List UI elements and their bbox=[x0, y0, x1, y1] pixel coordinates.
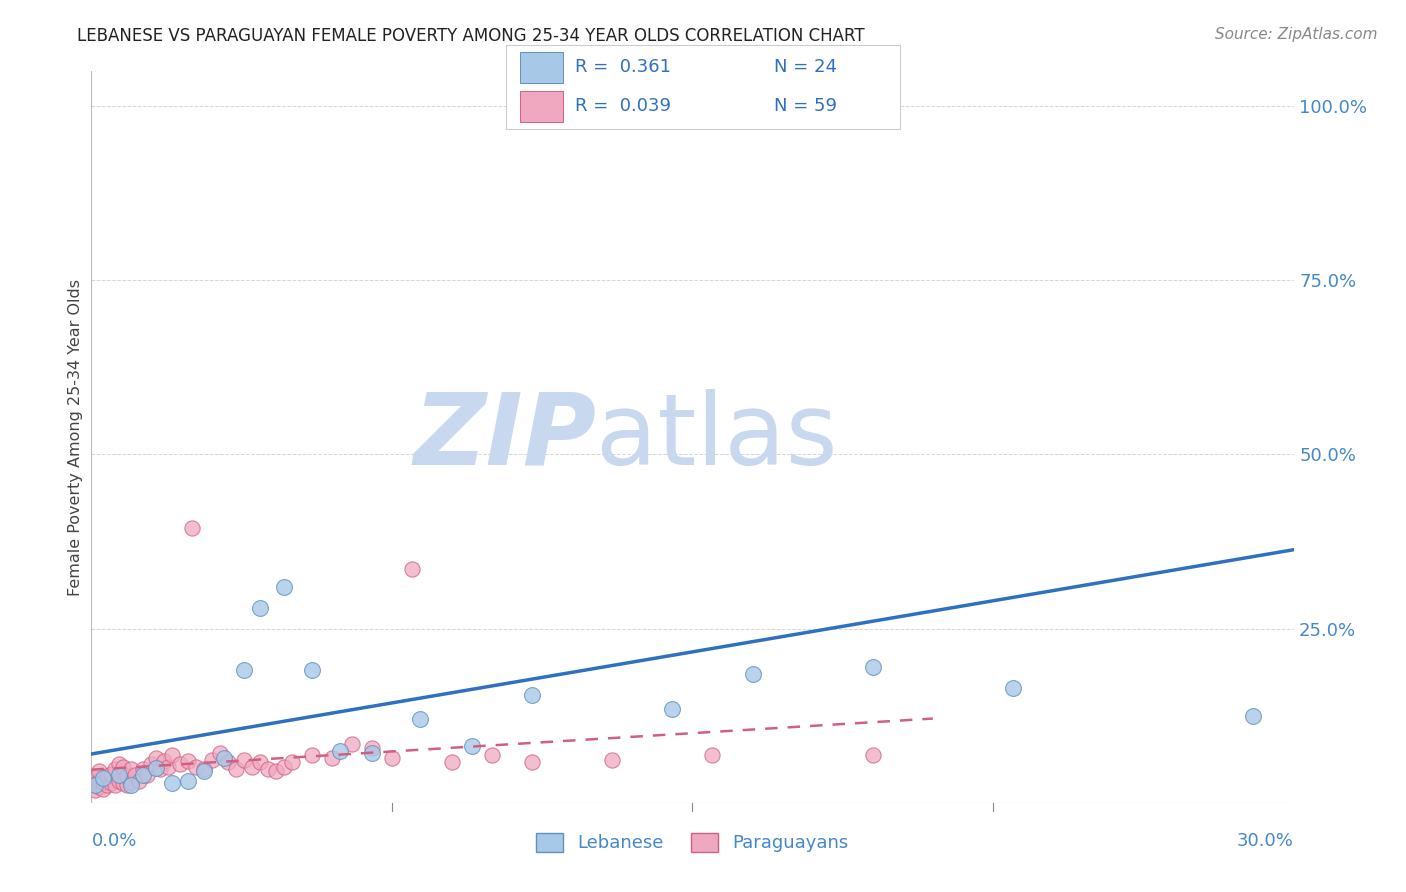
Text: N = 24: N = 24 bbox=[773, 59, 837, 77]
Point bbox=[160, 776, 183, 790]
Point bbox=[152, 754, 174, 768]
Point bbox=[212, 750, 235, 764]
Point bbox=[160, 748, 183, 763]
Point bbox=[461, 739, 484, 753]
Point bbox=[108, 757, 131, 772]
Point bbox=[249, 756, 271, 770]
Point bbox=[104, 763, 127, 777]
Point bbox=[117, 778, 139, 792]
Point bbox=[273, 759, 295, 773]
Point bbox=[240, 759, 263, 773]
Point bbox=[93, 775, 115, 789]
Point bbox=[193, 763, 215, 777]
Point bbox=[176, 754, 198, 768]
Point bbox=[100, 776, 122, 790]
Point bbox=[1243, 708, 1265, 723]
Text: R =  0.361: R = 0.361 bbox=[575, 59, 671, 77]
Point bbox=[136, 768, 159, 782]
Point bbox=[201, 753, 224, 767]
Point bbox=[381, 750, 404, 764]
FancyBboxPatch shape bbox=[520, 91, 564, 121]
Text: R =  0.039: R = 0.039 bbox=[575, 97, 671, 115]
Point bbox=[145, 761, 167, 775]
Point bbox=[782, 99, 804, 113]
Point bbox=[661, 702, 683, 716]
Point bbox=[117, 769, 139, 783]
Point bbox=[84, 778, 107, 792]
Point bbox=[124, 768, 146, 782]
Point bbox=[96, 778, 118, 792]
Point bbox=[225, 763, 247, 777]
Point bbox=[440, 756, 463, 770]
Point bbox=[340, 737, 363, 751]
Point bbox=[96, 769, 118, 783]
Point bbox=[93, 781, 115, 796]
Point bbox=[112, 776, 135, 790]
Point bbox=[522, 688, 544, 702]
Point bbox=[148, 763, 170, 777]
Point bbox=[121, 763, 143, 777]
Point bbox=[145, 750, 167, 764]
FancyBboxPatch shape bbox=[520, 53, 564, 83]
Point bbox=[232, 753, 254, 767]
Point bbox=[121, 775, 143, 789]
Point bbox=[193, 764, 215, 779]
Point bbox=[329, 743, 352, 757]
Text: ZIP: ZIP bbox=[413, 389, 596, 485]
Point bbox=[108, 773, 131, 788]
Point bbox=[481, 748, 503, 763]
Point bbox=[522, 756, 544, 770]
Point bbox=[84, 776, 107, 790]
Point bbox=[89, 764, 111, 779]
Point bbox=[862, 660, 884, 674]
Point bbox=[232, 664, 254, 678]
Point bbox=[132, 763, 155, 777]
Text: 0.0%: 0.0% bbox=[91, 832, 136, 850]
Text: LEBANESE VS PARAGUAYAN FEMALE POVERTY AMONG 25-34 YEAR OLDS CORRELATION CHART: LEBANESE VS PARAGUAYAN FEMALE POVERTY AM… bbox=[77, 27, 865, 45]
Point bbox=[169, 757, 191, 772]
Text: N = 59: N = 59 bbox=[773, 97, 837, 115]
Point bbox=[602, 753, 624, 767]
Point bbox=[256, 763, 278, 777]
Point bbox=[264, 764, 287, 779]
Point bbox=[84, 783, 107, 797]
Point bbox=[104, 778, 127, 792]
Point bbox=[273, 580, 295, 594]
Point bbox=[409, 712, 432, 726]
Point bbox=[360, 746, 382, 760]
Y-axis label: Female Poverty Among 25-34 Year Olds: Female Poverty Among 25-34 Year Olds bbox=[67, 278, 83, 596]
Point bbox=[401, 562, 423, 576]
Legend: Lebanese, Paraguayans: Lebanese, Paraguayans bbox=[529, 826, 856, 860]
Text: 30.0%: 30.0% bbox=[1237, 832, 1294, 850]
Point bbox=[176, 773, 198, 788]
Point bbox=[180, 521, 202, 535]
Point bbox=[184, 759, 207, 773]
Point bbox=[321, 750, 343, 764]
Point bbox=[128, 773, 150, 788]
Point bbox=[132, 768, 155, 782]
Point bbox=[208, 746, 231, 760]
Point bbox=[100, 766, 122, 780]
Point bbox=[84, 772, 107, 786]
Point bbox=[156, 759, 179, 773]
Point bbox=[301, 748, 323, 763]
Point bbox=[862, 748, 884, 763]
Point bbox=[249, 600, 271, 615]
Point bbox=[741, 667, 763, 681]
Point bbox=[301, 664, 323, 678]
Point bbox=[112, 759, 135, 773]
Point bbox=[121, 778, 143, 792]
Text: Source: ZipAtlas.com: Source: ZipAtlas.com bbox=[1215, 27, 1378, 42]
Point bbox=[360, 741, 382, 756]
Point bbox=[702, 748, 724, 763]
Text: atlas: atlas bbox=[596, 389, 838, 485]
Point bbox=[108, 768, 131, 782]
Point bbox=[141, 757, 163, 772]
Point bbox=[1001, 681, 1024, 695]
Point bbox=[93, 772, 115, 786]
Point bbox=[281, 756, 304, 770]
Point bbox=[89, 780, 111, 795]
Point bbox=[89, 773, 111, 788]
Point bbox=[217, 756, 239, 770]
